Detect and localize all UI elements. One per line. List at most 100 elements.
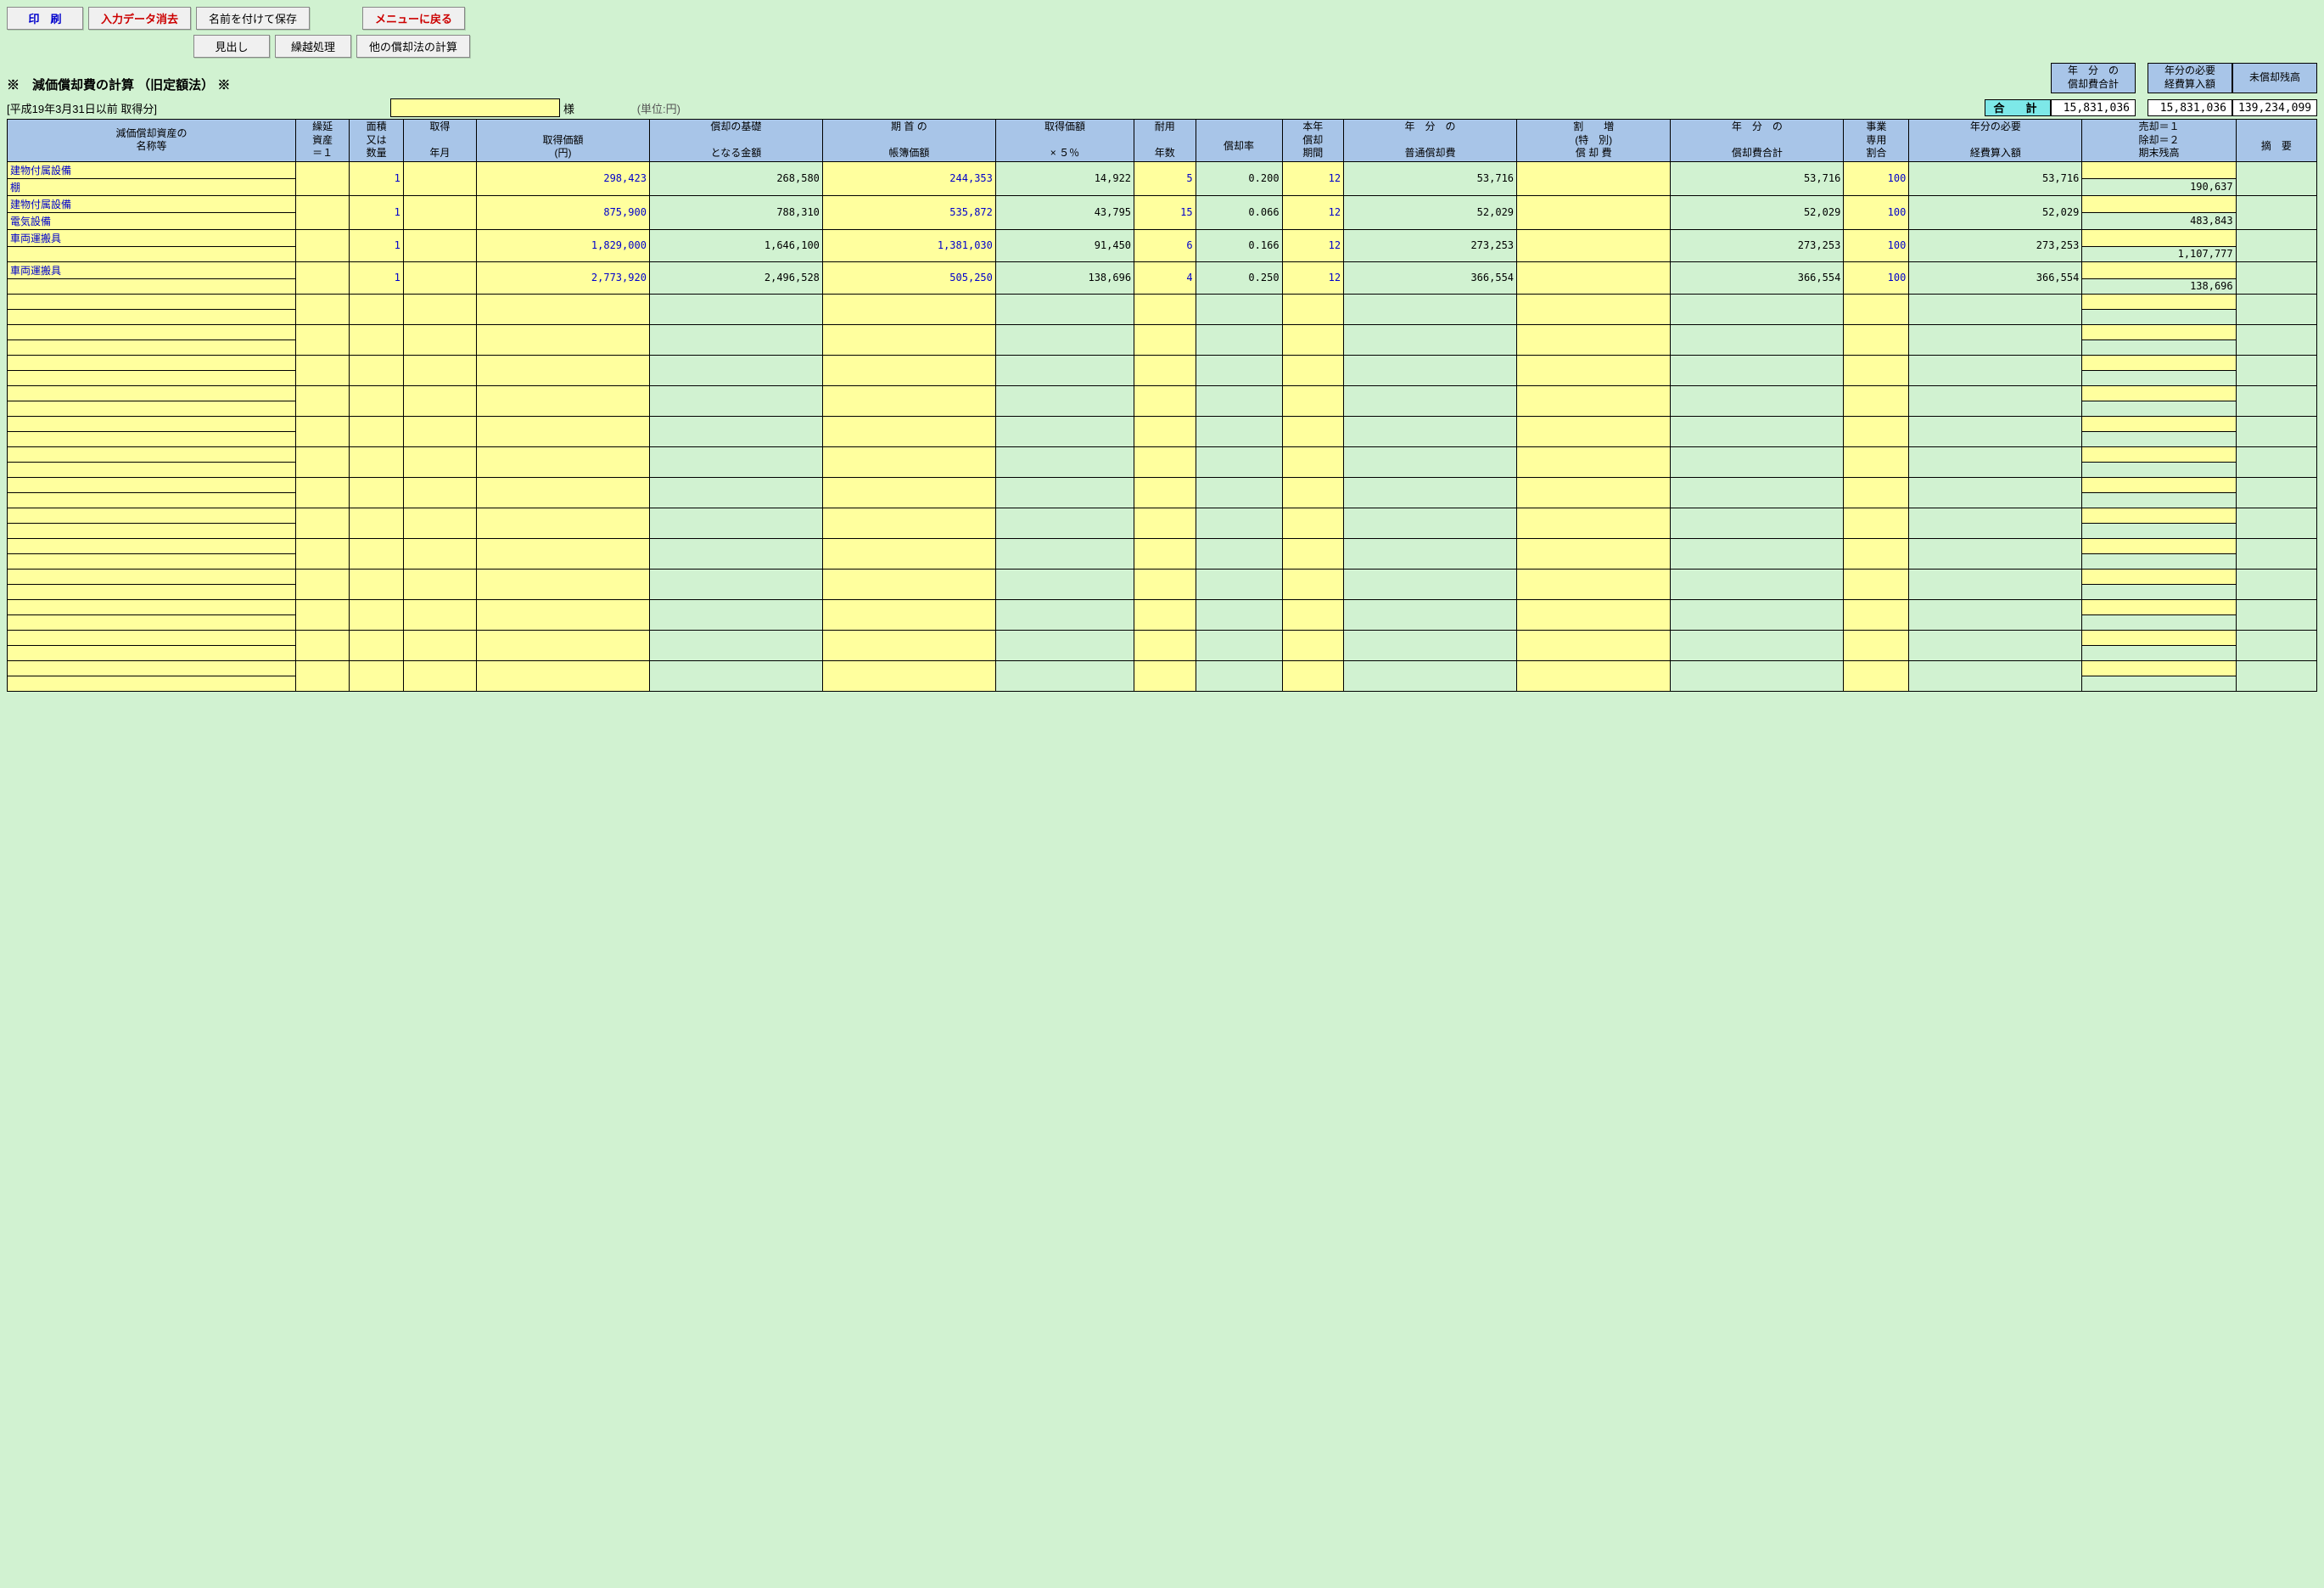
cell-qty[interactable] — [350, 630, 403, 660]
cell-name[interactable] — [8, 477, 296, 492]
cell-disposal[interactable] — [2082, 508, 2236, 523]
cell-date[interactable] — [403, 355, 476, 385]
cell-book[interactable] — [822, 630, 995, 660]
cell-ratio[interactable]: 100 — [1844, 161, 1909, 195]
cell-date[interactable] — [403, 195, 476, 229]
cell-name2[interactable] — [8, 584, 296, 599]
cell-name2[interactable] — [8, 278, 296, 294]
cell-qty[interactable] — [350, 508, 403, 538]
cell-deferred[interactable] — [295, 161, 349, 195]
cell-years[interactable] — [1134, 416, 1196, 446]
cell-price[interactable] — [476, 355, 649, 385]
cell-special[interactable] — [1517, 324, 1671, 355]
cell-disposal[interactable] — [2082, 538, 2236, 553]
cell-period[interactable]: 12 — [1282, 195, 1344, 229]
cell-period[interactable] — [1282, 324, 1344, 355]
cell-name[interactable] — [8, 446, 296, 462]
cell-name[interactable] — [8, 416, 296, 431]
cell-date[interactable] — [403, 416, 476, 446]
cell-deferred[interactable] — [295, 508, 349, 538]
cell-period[interactable]: 12 — [1282, 161, 1344, 195]
cell-special[interactable] — [1517, 446, 1671, 477]
cell-period[interactable] — [1282, 599, 1344, 630]
cell-qty[interactable] — [350, 355, 403, 385]
cell-qty[interactable] — [350, 324, 403, 355]
cell-date[interactable] — [403, 385, 476, 416]
cell-special[interactable] — [1517, 294, 1671, 324]
cell-special[interactable] — [1517, 569, 1671, 599]
cell-years[interactable] — [1134, 477, 1196, 508]
cell-deferred[interactable] — [295, 229, 349, 261]
carryover-button[interactable]: 繰越処理 — [275, 35, 351, 58]
cell-deferred[interactable] — [295, 599, 349, 630]
cell-qty[interactable]: 1 — [350, 161, 403, 195]
cell-name[interactable] — [8, 630, 296, 645]
cell-price[interactable]: 2,773,920 — [476, 261, 649, 294]
cell-period[interactable] — [1282, 446, 1344, 477]
cell-disposal[interactable] — [2082, 630, 2236, 645]
cell-date[interactable] — [403, 161, 476, 195]
cell-period[interactable] — [1282, 569, 1344, 599]
cell-ratio[interactable]: 100 — [1844, 261, 1909, 294]
cell-ratio[interactable] — [1844, 477, 1909, 508]
cell-date[interactable] — [403, 477, 476, 508]
cell-ratio[interactable] — [1844, 324, 1909, 355]
cell-ratio[interactable] — [1844, 660, 1909, 691]
cell-special[interactable] — [1517, 538, 1671, 569]
cell-deferred[interactable] — [295, 294, 349, 324]
cell-qty[interactable] — [350, 385, 403, 416]
name-input[interactable] — [390, 98, 560, 117]
cell-qty[interactable] — [350, 599, 403, 630]
cell-date[interactable] — [403, 261, 476, 294]
cell-name2[interactable]: 棚 — [8, 178, 296, 195]
cell-deferred[interactable] — [295, 446, 349, 477]
cell-years[interactable]: 6 — [1134, 229, 1196, 261]
cell-special[interactable] — [1517, 477, 1671, 508]
cell-period[interactable] — [1282, 294, 1344, 324]
save-as-button[interactable]: 名前を付けて保存 — [196, 7, 310, 30]
cell-name2[interactable] — [8, 645, 296, 660]
cell-price[interactable] — [476, 294, 649, 324]
cell-disposal[interactable] — [2082, 195, 2236, 212]
cell-price[interactable]: 298,423 — [476, 161, 649, 195]
cell-price[interactable] — [476, 477, 649, 508]
cell-qty[interactable] — [350, 416, 403, 446]
cell-disposal[interactable] — [2082, 261, 2236, 278]
cell-period[interactable]: 12 — [1282, 261, 1344, 294]
cell-book[interactable]: 535,872 — [822, 195, 995, 229]
cell-ratio[interactable] — [1844, 630, 1909, 660]
cell-price[interactable] — [476, 508, 649, 538]
cell-book[interactable] — [822, 446, 995, 477]
cell-disposal[interactable] — [2082, 229, 2236, 246]
cell-date[interactable] — [403, 508, 476, 538]
cell-deferred[interactable] — [295, 261, 349, 294]
cell-qty[interactable] — [350, 660, 403, 691]
cell-disposal[interactable] — [2082, 569, 2236, 584]
cell-name[interactable] — [8, 355, 296, 370]
cell-special[interactable] — [1517, 355, 1671, 385]
cell-special[interactable] — [1517, 161, 1671, 195]
cell-disposal[interactable] — [2082, 477, 2236, 492]
cell-special[interactable] — [1517, 599, 1671, 630]
cell-price[interactable]: 875,900 — [476, 195, 649, 229]
cell-name2[interactable] — [8, 370, 296, 385]
cell-qty[interactable] — [350, 294, 403, 324]
cell-years[interactable] — [1134, 630, 1196, 660]
cell-book[interactable] — [822, 538, 995, 569]
cell-book[interactable] — [822, 508, 995, 538]
cell-deferred[interactable] — [295, 324, 349, 355]
cell-name2[interactable] — [8, 676, 296, 691]
cell-disposal[interactable] — [2082, 385, 2236, 401]
cell-years[interactable] — [1134, 324, 1196, 355]
cell-date[interactable] — [403, 229, 476, 261]
cell-name2[interactable] — [8, 614, 296, 630]
cell-name[interactable] — [8, 294, 296, 309]
cell-name2[interactable] — [8, 309, 296, 324]
cell-period[interactable] — [1282, 538, 1344, 569]
cell-name[interactable]: 車両運搬具 — [8, 229, 296, 246]
cell-book[interactable] — [822, 477, 995, 508]
cell-ratio[interactable] — [1844, 416, 1909, 446]
other-calc-button[interactable]: 他の償却法の計算 — [356, 35, 470, 58]
cell-price[interactable] — [476, 660, 649, 691]
cell-book[interactable] — [822, 660, 995, 691]
